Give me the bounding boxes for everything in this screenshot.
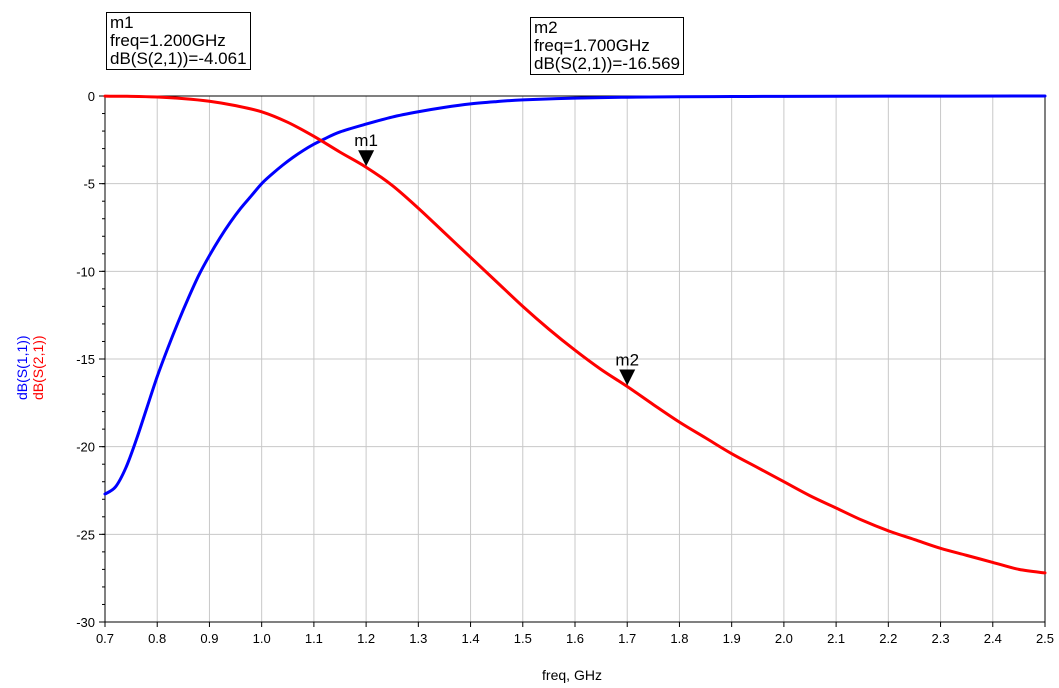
marker-triangle-m2 [619,369,636,386]
marker-label-m1: m1 [354,131,378,150]
marker-m2-freq: freq=1.700GHz [534,36,650,55]
x-tick-label: 2.5 [1036,631,1054,646]
marker-triangle-m1 [358,150,375,167]
plot-frame [104,95,1046,623]
y-tick-label: -10 [76,264,95,279]
data-series [103,94,1047,575]
y-tick-label: -20 [76,440,95,455]
x-tick-label: 1.4 [462,631,480,646]
x-tick-label: 2.3 [932,631,950,646]
x-tick-label: 0.9 [200,631,218,646]
x-tick-label: 1.2 [357,631,375,646]
x-tick-label: 1.5 [514,631,532,646]
x-tick-label: 1.1 [305,631,323,646]
y-label-s11: dB(S(1,1)) [14,335,30,400]
x-tick-label: 1.7 [618,631,636,646]
x-tick-label: 1.6 [566,631,584,646]
series-line-s11 [103,94,1047,496]
marker-readout-m1: m1 freq=1.200GHz dB(S(2,1))=-4.061 [106,12,251,70]
x-tick-label: 1.8 [670,631,688,646]
series-line-s21 [103,94,1047,575]
marker-m1-title: m1 [110,13,134,32]
y-tick-label: 0 [88,89,95,104]
marker-readout-m2: m2 freq=1.700GHz dB(S(2,1))=-16.569 [530,17,684,75]
grid-lines [104,95,1046,623]
y-tick-label: -5 [83,177,95,192]
marker-m2-value: dB(S(2,1))=-16.569 [534,54,680,73]
x-tick-label: 1.9 [723,631,741,646]
marker-m1-freq: freq=1.200GHz [110,31,226,50]
y-tick-label: -25 [76,527,95,542]
marker-m1-value: dB(S(2,1))=-4.061 [110,49,247,68]
y-axis-labels: dB(S(1,1)) dB(S(2,1)) [8,230,52,430]
axes: 0.7 0.8 0.9 1.0 1.1 1.2 1.3 1.4 1.5 1.6 1.7 1.8 1.9 2… [76,89,1054,646]
x-tick-label: 0.8 [148,631,166,646]
x-tick-label: 1.0 [253,631,271,646]
x-tick-label: 2.2 [879,631,897,646]
marker-label-m2: m2 [615,351,639,370]
x-tick-label: 2.4 [984,631,1002,646]
marker-symbols: m1 m2 [354,131,639,386]
x-tick-label: 2.1 [827,631,845,646]
x-tick-label: 1.3 [409,631,427,646]
x-tick-label: 0.7 [96,631,114,646]
y-label-s21: dB(S(2,1)) [30,335,46,400]
x-tick-label: 2.0 [775,631,793,646]
marker-m2-title: m2 [534,18,558,37]
y-tick-label: -15 [76,352,95,367]
x-axis-label: freq, GHz [542,667,602,683]
y-tick-label: -30 [76,615,95,630]
